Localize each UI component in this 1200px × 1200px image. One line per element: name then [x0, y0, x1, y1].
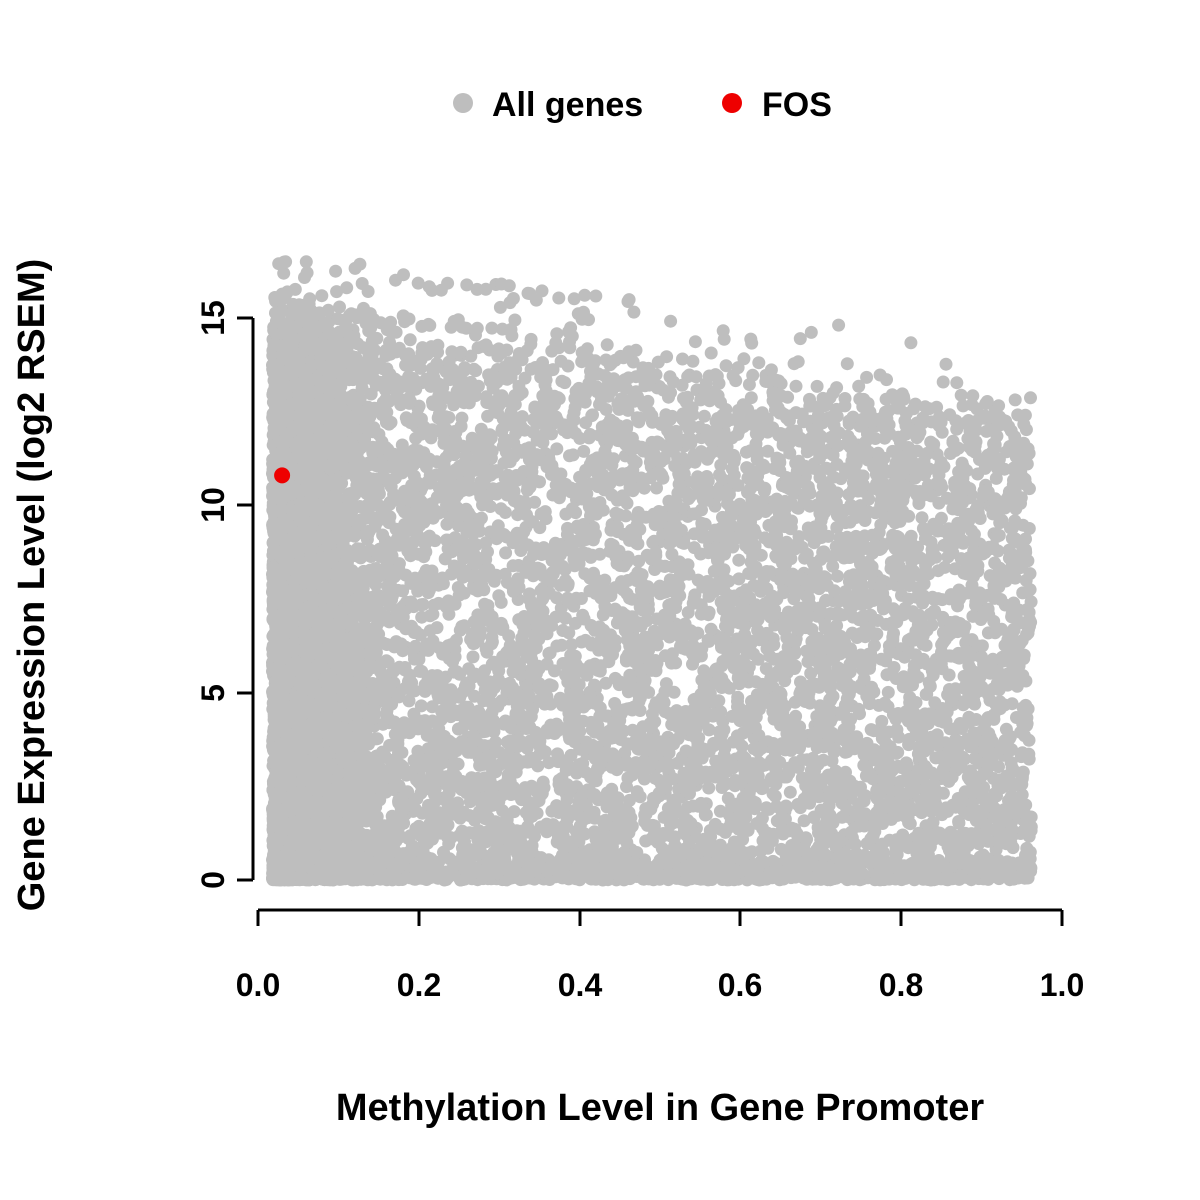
x-tick-label: 0.4: [558, 967, 603, 1003]
legend-dot-all-genes: [453, 93, 473, 113]
x-tick-label: 0.2: [397, 967, 441, 1003]
legend-dot-fos: [722, 93, 742, 113]
legend-label-all-genes: All genes: [492, 86, 643, 124]
x-axis: 0.0 0.2 0.4 0.6 0.8 1.0: [236, 908, 1084, 1003]
legend: All genes FOS: [453, 86, 832, 124]
all-genes-points: [266, 255, 1038, 887]
y-tick-label: 15: [195, 300, 231, 336]
x-axis-label: Methylation Level in Gene Promoter: [336, 1087, 984, 1129]
x-tick-label: 0.8: [879, 967, 923, 1003]
x-tick-label: 1.0: [1040, 967, 1084, 1003]
y-tick-label: 10: [195, 487, 231, 523]
legend-label-fos: FOS: [762, 86, 832, 124]
x-tick-label: 0.0: [236, 967, 280, 1003]
x-tick-label: 0.6: [718, 967, 762, 1003]
y-tick-label: 0: [195, 871, 231, 889]
y-axis-label: Gene Expression Level (log2 RSEM): [11, 259, 53, 912]
y-axis: 0 5 10 15: [195, 300, 255, 889]
y-tick-label: 5: [195, 684, 231, 702]
fos-point: [274, 467, 291, 484]
